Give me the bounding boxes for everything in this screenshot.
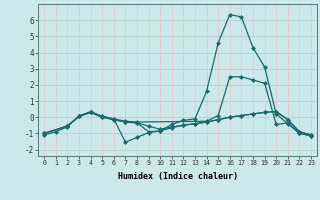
X-axis label: Humidex (Indice chaleur): Humidex (Indice chaleur)	[118, 172, 238, 181]
